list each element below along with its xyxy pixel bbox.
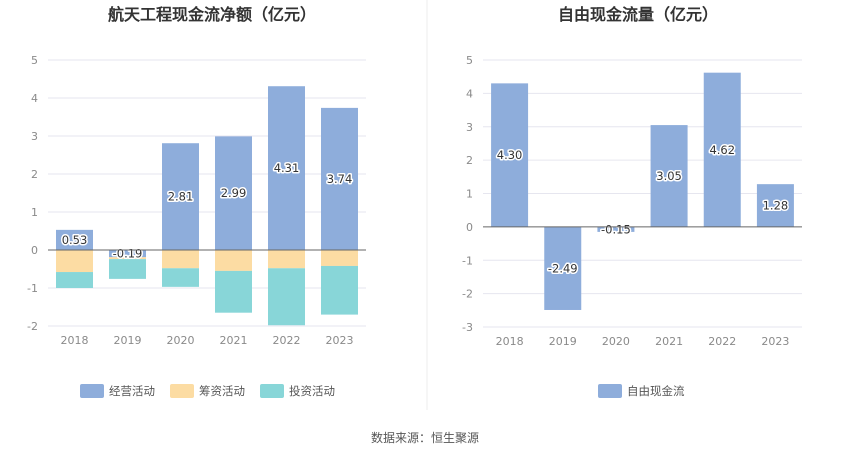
data-label-2019: -0.19 bbox=[113, 247, 143, 261]
data-label-2021: 2.99 bbox=[221, 186, 247, 200]
bar-1-2021 bbox=[215, 136, 252, 250]
bar-3-2020 bbox=[162, 268, 199, 287]
bar-1-2018 bbox=[56, 229, 93, 250]
bar-2-2021 bbox=[215, 250, 252, 271]
data-label-2023: 1.28 bbox=[763, 199, 789, 213]
x-tick-label: 2018 bbox=[61, 334, 89, 347]
x-tick-label: 2021 bbox=[655, 335, 683, 348]
bar-2022 bbox=[703, 72, 741, 227]
x-tick-label: 2019 bbox=[114, 334, 142, 347]
y-tick-label: -2 bbox=[27, 320, 38, 333]
bar-2-2020 bbox=[162, 250, 199, 269]
bar-2-2022 bbox=[268, 250, 305, 269]
y-tick-label: -1 bbox=[27, 282, 38, 295]
bar-2021 bbox=[650, 125, 688, 227]
x-tick-label: 2018 bbox=[496, 335, 524, 348]
x-tick-label: 2023 bbox=[761, 335, 789, 348]
y-tick-label: 0 bbox=[31, 244, 38, 257]
data-label-2022: 4.31 bbox=[274, 161, 300, 175]
legend-label: 自由现金流 bbox=[627, 384, 685, 398]
y-tick-label: 3 bbox=[466, 121, 473, 134]
x-tick-label: 2019 bbox=[549, 335, 577, 348]
data-label-2018: 4.30 bbox=[497, 148, 523, 162]
bar-3-2021 bbox=[215, 270, 252, 313]
x-tick-label: 2020 bbox=[167, 334, 195, 347]
legend-label: 筹资活动 bbox=[199, 384, 245, 398]
source-note: 数据来源：恒生聚源 bbox=[370, 431, 479, 445]
x-tick-label: 2023 bbox=[326, 334, 354, 347]
bar-3-2023 bbox=[321, 265, 358, 315]
data-label-2019: -2.49 bbox=[548, 261, 578, 275]
bar-1-2020 bbox=[162, 143, 199, 250]
y-tick-label: 1 bbox=[31, 206, 38, 219]
y-tick-label: 5 bbox=[466, 54, 473, 67]
bar-2019 bbox=[544, 226, 582, 310]
y-tick-label: 2 bbox=[31, 168, 38, 181]
x-tick-label: 2022 bbox=[273, 334, 301, 347]
legend-swatch bbox=[598, 384, 622, 398]
bar-1-2019 bbox=[109, 250, 146, 258]
y-tick-label: 1 bbox=[466, 188, 473, 201]
y-tick-label: -3 bbox=[462, 321, 473, 334]
bar-2023 bbox=[756, 184, 794, 227]
y-tick-label: 3 bbox=[31, 130, 38, 143]
bar-3-2018 bbox=[56, 272, 93, 288]
legend: 经营活动 筹资活动 投资活动 bbox=[80, 384, 335, 398]
chart-cashflow-net: 航天工程现金流净额（亿元） 0.53-0.192.81 2.994.313.74 … bbox=[27, 5, 366, 398]
data-label-2020: 2.81 bbox=[168, 190, 194, 204]
legend-swatch bbox=[170, 384, 194, 398]
data-label-2021: 3.05 bbox=[656, 169, 682, 183]
x-tick-label: 2020 bbox=[602, 335, 630, 348]
bar-2020 bbox=[597, 226, 635, 232]
data-label-2020: -0.15 bbox=[601, 222, 631, 236]
y-tick-label: -1 bbox=[462, 254, 473, 267]
bar-2-2023 bbox=[321, 250, 358, 266]
legend-label: 投资活动 bbox=[289, 384, 335, 398]
chart-free-cashflow: 自由现金流量（亿元） 4.30 -2.49 -0.15 3.05 4.62 1.28 5 4… bbox=[462, 5, 802, 398]
y-tick-label: 4 bbox=[466, 87, 473, 100]
legend: 自由现金流 bbox=[598, 384, 685, 398]
bar-2-2019 bbox=[109, 257, 146, 260]
data-label-2018: 0.53 bbox=[62, 233, 88, 247]
bar-3-2019 bbox=[109, 259, 146, 279]
y-tick-label: 5 bbox=[31, 54, 38, 67]
chart-title: 航天工程现金流净额（亿元） bbox=[108, 5, 316, 24]
x-tick-label: 2022 bbox=[708, 335, 736, 348]
data-label-2023: 3.74 bbox=[327, 172, 353, 186]
bar-1-2022 bbox=[268, 86, 305, 250]
legend-swatch bbox=[80, 384, 104, 398]
data-label-2022: 4.62 bbox=[709, 143, 735, 157]
chart-title: 自由现金流量（亿元） bbox=[558, 5, 718, 24]
bar-1-2023 bbox=[321, 107, 358, 250]
bar-2018 bbox=[491, 83, 529, 227]
y-tick-label: -2 bbox=[462, 288, 473, 301]
x-tick-label: 2021 bbox=[220, 334, 248, 347]
legend-label: 经营活动 bbox=[109, 384, 155, 398]
legend-swatch bbox=[260, 384, 284, 398]
y-tick-label: 4 bbox=[31, 92, 38, 105]
bar-2-2018 bbox=[56, 250, 93, 273]
y-tick-label: 0 bbox=[466, 221, 473, 234]
y-tick-label: 2 bbox=[466, 154, 473, 167]
bar-3-2022 bbox=[268, 268, 305, 326]
